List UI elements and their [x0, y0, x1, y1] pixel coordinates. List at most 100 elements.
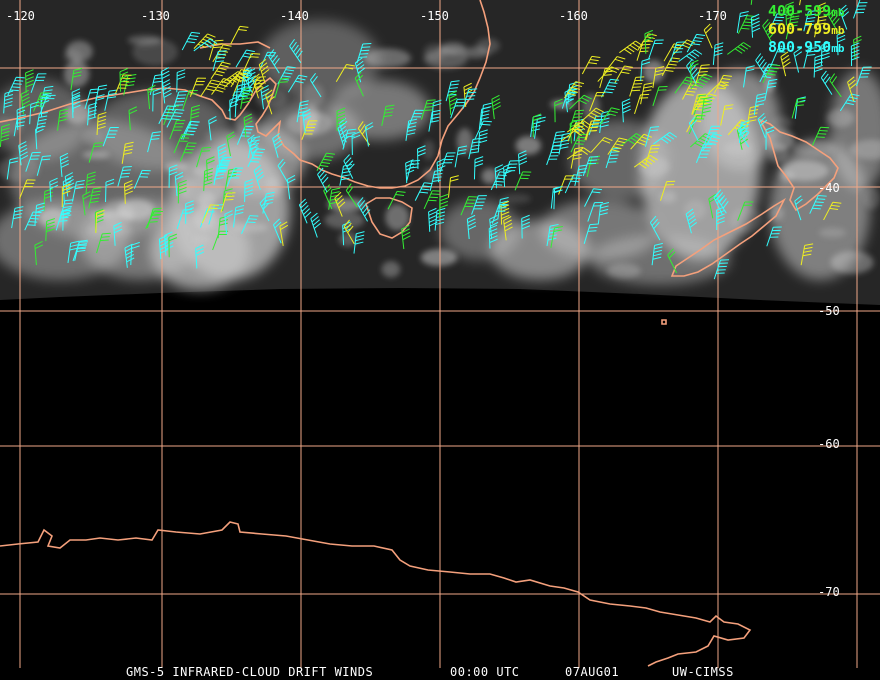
barb-flag	[272, 133, 280, 139]
barb-flag	[356, 64, 365, 71]
cloud-detail	[0, 35, 880, 279]
lat-label-50: -50	[818, 304, 840, 318]
wind-barb	[336, 107, 346, 132]
barb-flag	[101, 236, 110, 238]
barb-flag	[817, 5, 827, 11]
wind-barb	[71, 180, 85, 202]
wind-barb	[121, 141, 134, 164]
barb-flag	[518, 157, 527, 162]
wind-barb	[351, 131, 361, 155]
barb-flag	[806, 16, 816, 20]
wind-barb	[764, 78, 778, 101]
barb-flag	[152, 131, 162, 134]
barb-flag	[851, 52, 860, 57]
wind-barb	[253, 165, 265, 190]
wind-barb	[532, 113, 542, 137]
wind-barb	[147, 84, 156, 110]
barb-flag	[255, 171, 264, 178]
wind-barb	[343, 154, 355, 179]
wind-barb	[766, 226, 782, 247]
barb-flag	[46, 218, 55, 222]
pressure-legend: 400-599mb 600-799mb 800-950mb	[768, 2, 845, 56]
barb-flag	[672, 46, 681, 49]
barb-flag	[648, 33, 657, 37]
wind-barb	[823, 201, 842, 221]
barb-flag	[713, 190, 721, 198]
barb-flag	[654, 242, 663, 246]
barb-flag	[553, 141, 563, 144]
barb-flag	[627, 139, 636, 145]
wind-barb	[584, 188, 602, 207]
barb-flag	[699, 137, 708, 143]
barb-flag	[474, 163, 484, 167]
wind-barb	[123, 180, 133, 204]
wind-barb	[345, 183, 358, 208]
wind-barb	[7, 76, 25, 96]
barb-flag	[655, 69, 664, 73]
barb-flag	[150, 217, 159, 220]
barb-flag	[479, 129, 488, 133]
barb-flag	[154, 210, 163, 213]
barb-flag	[254, 151, 264, 154]
wind-barb	[737, 15, 756, 34]
barb-flag	[424, 109, 433, 112]
barb-flag	[571, 86, 581, 90]
barb-flag	[495, 167, 504, 173]
lon-label-130: -130	[141, 9, 170, 23]
barb-flag	[338, 201, 346, 209]
wind-barb	[34, 202, 45, 226]
barb-flag	[644, 159, 653, 165]
barb-flag	[124, 148, 133, 152]
barb-flag	[59, 152, 69, 158]
cloud-cell	[862, 187, 880, 209]
barb-flag	[293, 44, 299, 53]
barb-flag	[326, 152, 335, 155]
barb-flag	[701, 76, 711, 81]
barb-flag	[343, 219, 350, 227]
barb-flag	[482, 106, 492, 110]
barb-flag	[224, 213, 234, 219]
cloud-cell	[232, 222, 269, 233]
wind-barb	[785, 1, 795, 26]
cloud-cell	[659, 190, 677, 203]
barb-flag	[851, 49, 860, 54]
barb-flag	[395, 194, 405, 196]
wind-barb	[354, 71, 364, 97]
wind-barb	[356, 43, 372, 64]
barb-flag	[274, 221, 282, 229]
barb-flag	[685, 208, 694, 215]
barb-flag	[430, 120, 439, 123]
barb-flag	[614, 58, 624, 63]
wind-barb	[604, 56, 626, 73]
barb-flag	[92, 187, 102, 190]
barb-flag	[105, 182, 115, 187]
barb-flag	[685, 93, 694, 96]
barb-flag	[128, 106, 137, 111]
barb-flag	[704, 96, 713, 100]
barb-flag	[244, 192, 253, 197]
barb-flag	[214, 39, 224, 42]
barb-flag	[759, 59, 765, 67]
barb-flag	[190, 120, 199, 123]
barb-flag	[125, 141, 134, 145]
barb-flag	[694, 103, 704, 106]
barb-flag	[280, 77, 289, 80]
barb-flag	[607, 161, 617, 163]
wind-barb	[736, 10, 749, 34]
barb-flag	[362, 43, 372, 45]
longitude-labels: -120 -130 -140 -150 -160 -170	[6, 9, 727, 23]
wind-barb	[817, 2, 827, 27]
barb-flag	[123, 165, 132, 168]
wind-barb	[113, 221, 123, 246]
barb-flag	[219, 222, 228, 226]
barb-flag	[289, 38, 295, 47]
wind-barb	[768, 13, 786, 33]
barb-flag	[89, 200, 99, 204]
barb-flag	[521, 214, 530, 219]
wind-barb	[206, 156, 215, 181]
wind-barb	[133, 169, 151, 189]
barb-flag	[218, 150, 227, 155]
barb-flag	[11, 86, 21, 88]
barb-flag	[697, 102, 707, 105]
wind-barb	[703, 125, 720, 146]
